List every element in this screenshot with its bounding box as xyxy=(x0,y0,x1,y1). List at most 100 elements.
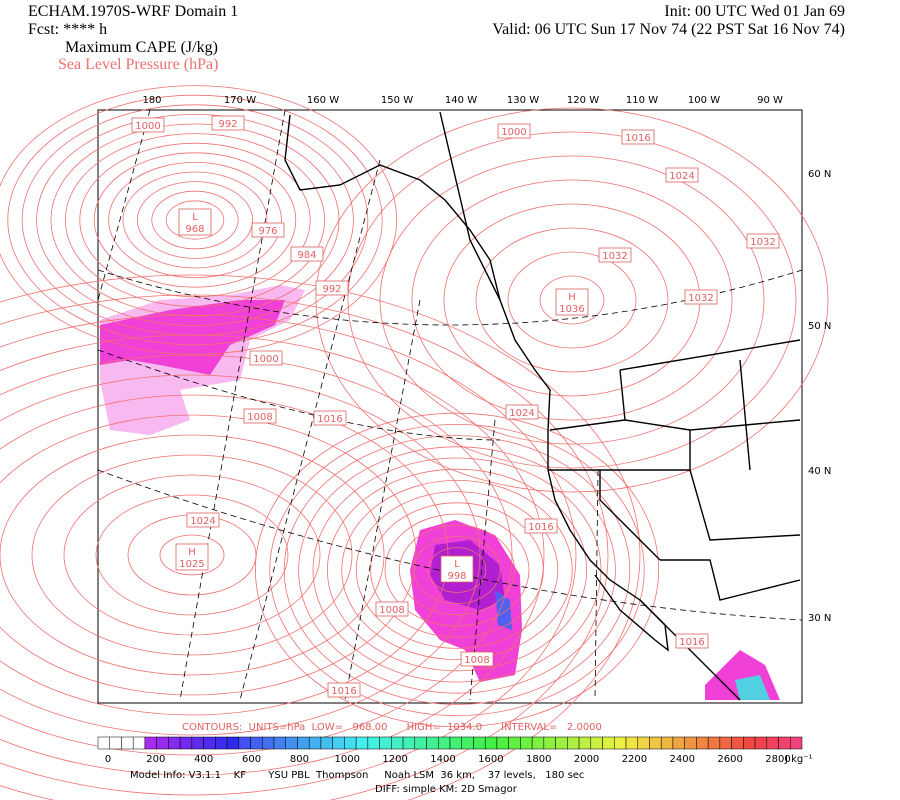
contour-label: 1000 xyxy=(253,354,278,365)
lon-label: 150 W xyxy=(381,95,413,106)
label-box xyxy=(621,129,655,145)
colorbar-label: 800 xyxy=(290,754,309,765)
colorbar-box xyxy=(414,736,427,750)
contour xyxy=(31,454,353,656)
label-box xyxy=(249,350,283,366)
colorbar-box xyxy=(273,736,286,750)
label-box xyxy=(665,167,699,183)
contour xyxy=(341,479,573,660)
colorbar-box xyxy=(121,736,134,750)
contour-label: 1024 xyxy=(190,516,215,527)
contour xyxy=(136,181,253,259)
contour-label: 1000 xyxy=(135,121,160,132)
colorbar-box xyxy=(567,736,580,750)
contour xyxy=(151,190,239,250)
colorbar-label: 1000 xyxy=(335,754,360,765)
label-box xyxy=(327,682,361,698)
field1: Maximum CAPE (J/kg) xyxy=(65,39,218,56)
contour-label: 1016 xyxy=(625,133,650,144)
contours-info: CONTOURS: UNITS=hPa LOW= 968.00 HIGH= 10… xyxy=(182,722,602,733)
contour xyxy=(7,94,383,346)
colorbar-label: 1200 xyxy=(382,754,407,765)
contour xyxy=(165,200,225,240)
contour xyxy=(0,85,397,355)
colorbar-label: 0 xyxy=(105,754,111,765)
contour xyxy=(0,294,609,800)
center-value: 968 xyxy=(185,224,204,235)
colorbar-box xyxy=(496,736,509,750)
colorbar-box xyxy=(543,736,556,750)
center-box xyxy=(175,543,209,571)
colorbar-box xyxy=(531,736,545,750)
label-box xyxy=(497,123,531,139)
contour xyxy=(315,107,829,493)
center-symbol: L xyxy=(192,212,198,223)
label-box xyxy=(290,246,324,262)
colorbar-box xyxy=(308,736,322,750)
colorbar-box xyxy=(508,736,521,750)
colorbar-box xyxy=(355,736,369,750)
contour-label: 992 xyxy=(322,284,341,295)
center-symbol: L xyxy=(454,559,460,570)
contour xyxy=(159,534,225,576)
contours xyxy=(0,85,829,800)
contour xyxy=(122,171,268,269)
colorbar-box xyxy=(754,736,768,750)
colorbar-box xyxy=(203,736,216,750)
init: Init: 00 UTC Wed 01 Jan 69 xyxy=(664,3,845,20)
label-box xyxy=(131,117,165,133)
colorbar-box xyxy=(637,736,650,750)
contour xyxy=(93,152,297,288)
contour xyxy=(0,434,385,676)
contour xyxy=(63,474,321,636)
coastlines xyxy=(284,111,801,701)
colorbar-box xyxy=(731,736,744,750)
colorbar-box xyxy=(226,736,240,750)
colorbar-label: 400 xyxy=(194,754,213,765)
center-value: 998 xyxy=(447,571,466,582)
contour-label: 1024 xyxy=(669,171,694,182)
label-box xyxy=(746,233,780,249)
center-box xyxy=(440,555,474,583)
contour xyxy=(254,412,660,728)
center-symbol: H xyxy=(568,292,576,303)
contour-label: 1032 xyxy=(750,237,775,248)
label-box xyxy=(524,518,558,534)
lon-label: 140 W xyxy=(445,95,477,106)
label-box xyxy=(186,512,220,528)
contour xyxy=(347,131,797,469)
contour xyxy=(0,314,577,796)
colorbar-box xyxy=(238,736,251,750)
colorbar-box xyxy=(625,736,638,750)
lon-label: 110 W xyxy=(626,95,658,106)
colorbar-box xyxy=(250,736,263,750)
contour xyxy=(427,547,487,593)
lon-label: 120 W xyxy=(567,95,599,106)
colorbar-box xyxy=(672,736,685,750)
colorbar-box xyxy=(285,736,298,750)
colorbar-box xyxy=(473,736,486,750)
colorbar-box xyxy=(320,736,333,750)
contour xyxy=(269,423,645,717)
colorbar: 0 200 400 600 800 1000 1200 1400 1600 1800 2000 220… xyxy=(97,736,813,765)
model: ECHAM.1970S-WRF Domain 1 xyxy=(28,3,238,20)
contour xyxy=(298,446,616,694)
label-box xyxy=(684,289,718,305)
contour-label: 1008 xyxy=(247,412,272,423)
colorbar-box xyxy=(367,736,380,750)
colorbar-label: 2800 xyxy=(765,754,790,765)
lat-label: 60 N xyxy=(808,169,831,180)
colorbar-box xyxy=(297,736,310,750)
colorbar-box xyxy=(426,736,439,750)
label-box xyxy=(313,410,347,426)
contour xyxy=(507,251,637,349)
label-box xyxy=(243,408,277,424)
colorbar-box xyxy=(790,736,803,750)
colorbar-box xyxy=(614,736,627,750)
colorbar-box xyxy=(402,736,416,750)
label-box xyxy=(598,247,632,263)
colorbar-label: 2600 xyxy=(717,754,742,765)
contour xyxy=(64,133,326,307)
colorbar-box xyxy=(578,736,592,750)
contour xyxy=(0,414,417,696)
